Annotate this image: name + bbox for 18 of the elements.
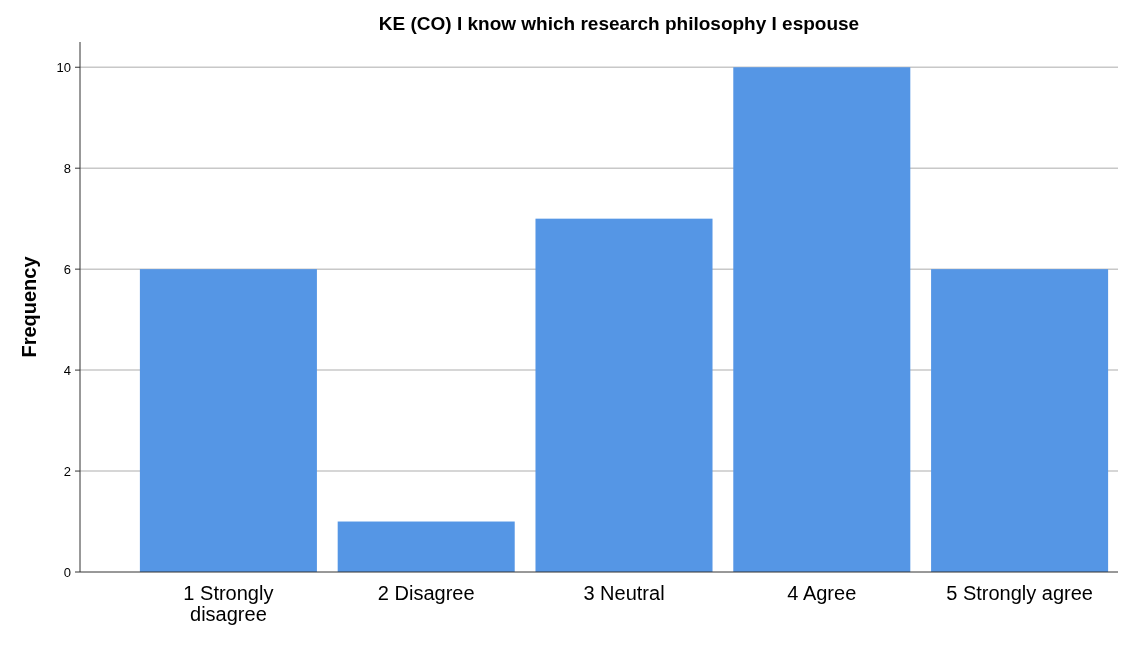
x-tick-label: 2 Disagree (377, 582, 475, 604)
y-axis-title: Frequency (18, 255, 40, 358)
bar (535, 218, 713, 572)
y-tick-label: 6 (63, 261, 71, 277)
x-tick-label: 3 Neutral (583, 582, 665, 604)
bar (733, 67, 911, 572)
y-tick-label: 4 (63, 362, 71, 378)
chart-title: KE (CO) I know which research philosophy I espouse (378, 13, 860, 34)
y-tick-label: 2 (63, 463, 71, 479)
bar (931, 269, 1109, 572)
x-tick-label: 4 Agree (787, 582, 857, 604)
y-tick-label: 0 (63, 564, 71, 580)
x-tick-label: 1 Strongly disagree (183, 582, 274, 625)
bar (337, 521, 515, 572)
bar (139, 269, 317, 572)
y-tick-label: 10 (56, 59, 71, 75)
x-tick-label: 5 Strongly agree (946, 582, 1093, 604)
y-tick-label: 8 (63, 160, 71, 176)
